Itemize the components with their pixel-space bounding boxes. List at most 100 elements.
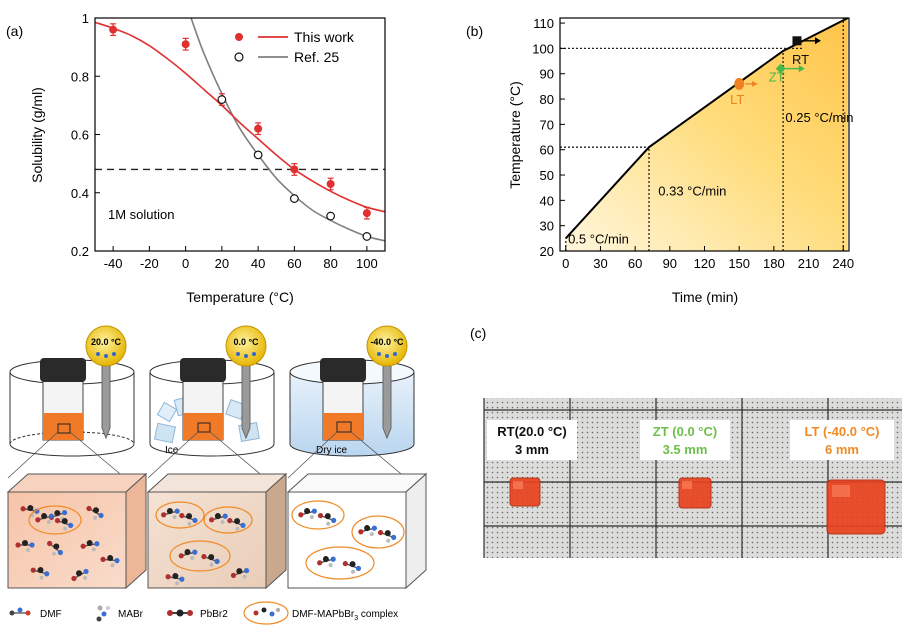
beaker-wall <box>9 372 135 444</box>
label-rt-temp: RT(20.0 °C) <box>497 424 567 439</box>
atom <box>326 521 331 526</box>
atom <box>48 513 54 519</box>
marker-arrowhead <box>814 37 821 45</box>
dial-dot <box>377 352 381 356</box>
atom <box>114 558 120 564</box>
thermometer-dial <box>225 325 267 367</box>
atom <box>54 518 61 524</box>
molecule <box>209 513 228 525</box>
atom <box>27 505 34 512</box>
marker-arrowhead <box>752 80 758 87</box>
data-point-this-work <box>181 40 190 49</box>
atom <box>161 512 167 518</box>
atom <box>328 563 333 568</box>
medium-label-ice: Ice <box>165 445 179 456</box>
atom <box>184 549 191 556</box>
atom <box>371 525 377 531</box>
atom <box>242 574 247 579</box>
panel-label-a: (a) <box>6 23 23 39</box>
atom <box>166 508 173 515</box>
atom <box>322 556 329 563</box>
seed-crystal <box>336 421 352 433</box>
data-point-ref25 <box>289 194 299 203</box>
molecule <box>71 568 89 582</box>
atom <box>83 568 89 575</box>
atom <box>52 551 57 556</box>
molecule <box>201 554 220 567</box>
data-point-this-work <box>109 25 118 34</box>
atom <box>298 512 304 518</box>
atom <box>384 530 391 537</box>
atom <box>165 574 171 580</box>
complex-boundary <box>291 500 345 530</box>
crystal-highlight <box>682 481 692 489</box>
thermometer-reading-zt: 0.0 °C <box>233 337 259 347</box>
atom <box>304 508 311 515</box>
x-axis-label-a: Temperature (°C) <box>186 289 294 305</box>
x-axis-label-b: Time (min) <box>672 289 738 305</box>
atom <box>311 508 317 514</box>
beaker-base <box>9 443 135 457</box>
atom <box>243 568 250 574</box>
pbbr2-icon <box>167 609 193 617</box>
molecule <box>317 513 337 526</box>
molecule <box>342 561 362 574</box>
dial-dot <box>104 354 108 358</box>
beaker-dry-ice: Dry ice -40.0 °C <box>289 325 415 457</box>
molecule <box>230 568 250 579</box>
atom <box>386 538 391 543</box>
fit-curve-this-work <box>94 21 386 213</box>
atom <box>220 520 225 525</box>
atom <box>39 575 44 580</box>
legend-a: This work Ref. 25 <box>234 29 355 65</box>
atom <box>235 526 240 531</box>
atom <box>20 506 26 512</box>
dial-dot <box>385 354 389 358</box>
molecule <box>30 567 50 580</box>
vial-cap <box>40 358 86 382</box>
vial-solution <box>323 413 363 440</box>
atom <box>37 567 44 574</box>
molecule <box>298 508 317 520</box>
atom <box>364 525 371 532</box>
molecule <box>15 540 35 552</box>
molecule <box>80 540 100 552</box>
x-tick-label-b: 180 <box>763 256 785 271</box>
atom <box>93 507 99 514</box>
dial-dot <box>244 354 248 358</box>
atom <box>317 560 323 566</box>
data-point-this-work <box>290 165 299 174</box>
fit-curve-ref25 <box>190 17 386 242</box>
atom <box>240 522 246 528</box>
molecule <box>317 556 336 568</box>
molecule-clusters <box>15 500 405 586</box>
x-tick-label-b: 30 <box>593 256 607 271</box>
beaker-room-temperature: 20.0 °C <box>9 325 135 457</box>
atom <box>349 561 356 568</box>
atom <box>214 558 220 564</box>
data-point-ref25 <box>253 150 263 160</box>
marker-arrowhead <box>798 65 805 73</box>
beaker-wall <box>289 372 415 444</box>
atom <box>222 513 228 519</box>
beaker-wall <box>149 372 275 444</box>
atom <box>83 575 88 580</box>
atom <box>309 515 314 520</box>
molecule <box>179 513 198 526</box>
molecule <box>100 555 120 568</box>
atom <box>355 565 362 571</box>
atom <box>201 554 207 560</box>
atom <box>174 508 180 514</box>
atom <box>30 567 36 573</box>
atom <box>98 512 104 519</box>
atom <box>186 513 193 520</box>
solution-cube-zt <box>146 472 288 590</box>
atom <box>80 543 86 549</box>
beaker-base <box>149 443 275 457</box>
molecule <box>377 530 397 543</box>
legend-dmf: DMF <box>40 609 62 620</box>
molecule <box>86 505 104 520</box>
y-tick-label-a: 1 <box>82 11 89 26</box>
panel-b: (b) 0 30 60 90 120 150 180 210 240 20 30 40 50 60 70 80… <box>466 16 854 305</box>
